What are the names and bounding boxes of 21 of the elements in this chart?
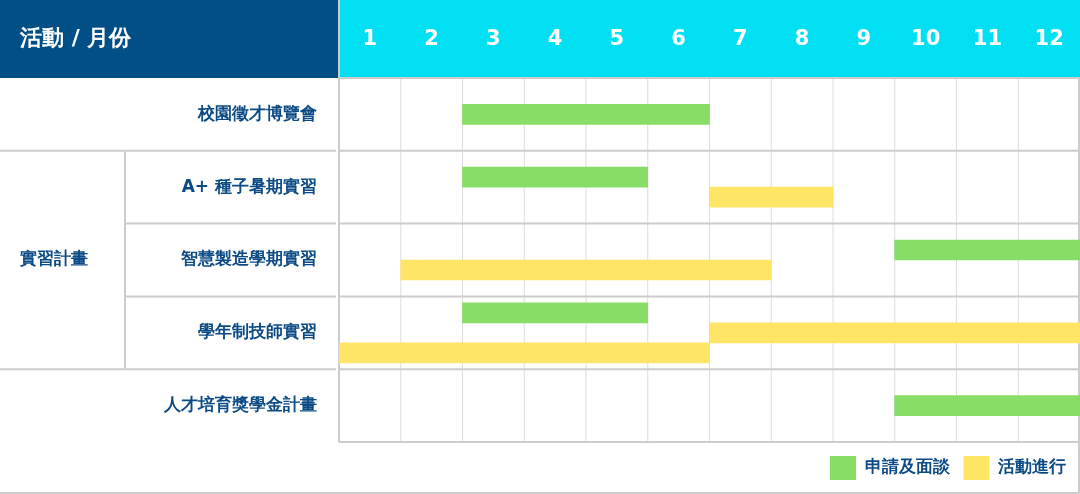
x-tick-label: 2 [424, 25, 439, 50]
legend-label: 活動進行 [997, 456, 1066, 477]
text: 實習計畫 [20, 248, 88, 269]
x-tick-label: 11 [972, 25, 1002, 50]
y-tick-label: 智慧製造學期實習 [180, 248, 317, 269]
y-tick-label: A+ 種子暑期實習 [181, 175, 317, 196]
x-tick-label: 4 [547, 25, 563, 50]
x-tick-label: 8 [794, 25, 810, 50]
x-tick-label: 7 [733, 25, 748, 50]
y-tick-label: 人才培育獎學金計畫 [163, 394, 317, 415]
y-tick-label: 校園徵才博覽會 [197, 102, 317, 123]
x-tick-label: 6 [671, 25, 686, 50]
x-tick-label: 9 [856, 25, 872, 50]
x-tick-label: 12 [1034, 25, 1064, 50]
y-axis-title: 活動 / 月份 [19, 24, 133, 50]
y-tick-label: 學年制技師實習 [198, 321, 317, 342]
x-tick-label: 5 [609, 25, 625, 50]
legend-label: 申請及面談 [864, 456, 951, 477]
x-tick-label: 3 [486, 25, 501, 50]
x-tick-label: 1 [362, 25, 378, 50]
x-tick-label: 10 [911, 25, 941, 50]
